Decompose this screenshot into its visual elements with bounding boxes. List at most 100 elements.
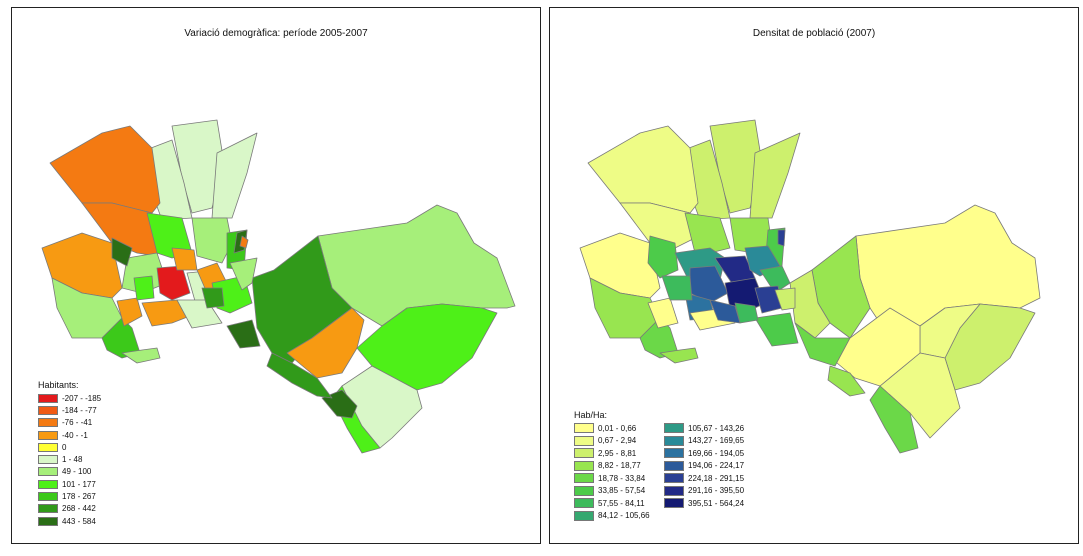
district-north-b xyxy=(211,132,258,219)
legend-swatch xyxy=(38,430,58,440)
legend-swatch xyxy=(574,423,594,434)
district-orange-ne xyxy=(239,235,249,249)
district-center-red xyxy=(156,265,191,301)
legend-item: 1 - 48 xyxy=(38,453,101,465)
legend-label: 169,66 - 194,05 xyxy=(688,448,745,458)
legend-swatch xyxy=(574,460,594,471)
legend-swatch xyxy=(38,516,58,526)
district-northwest-orange xyxy=(49,125,161,214)
legend-swatch xyxy=(574,448,594,459)
legend-swatch xyxy=(38,393,58,403)
district-orange-west-small xyxy=(116,297,143,327)
legend-swatch xyxy=(574,473,594,484)
legend-item: 0,01 - 0,66 xyxy=(574,422,664,435)
legend-item: -207 - -185 xyxy=(38,392,101,404)
district-center-greenish xyxy=(684,212,731,254)
legend-label: -184 - -77 xyxy=(62,405,97,415)
legend-label: 8,82 - 18,77 xyxy=(598,461,641,471)
map-panel-population-density: Densitat de població (2007) xyxy=(549,7,1079,544)
district-east-lower xyxy=(356,303,498,391)
legend-label: 143,27 - 169,65 xyxy=(688,436,745,446)
legend-swatch xyxy=(38,405,58,415)
legend-swatch xyxy=(574,485,594,496)
demographic-change-map xyxy=(41,119,516,454)
legend-item: 169,66 - 194,05 xyxy=(664,447,754,460)
legend-swatch xyxy=(664,485,684,496)
legend-item: 224,18 - 291,15 xyxy=(664,472,754,485)
district-center-east-yellow xyxy=(824,307,921,387)
legend-swatch xyxy=(664,460,684,471)
legend-swatch xyxy=(38,418,58,428)
legend-swatch xyxy=(664,448,684,459)
district-harbor-yellow xyxy=(647,297,679,329)
legend-label: 105,67 - 143,26 xyxy=(688,423,745,433)
map-title: Variació demogràfica: període 2005-2007 xyxy=(184,28,368,39)
district-center-green-b xyxy=(191,217,233,264)
legend-swatch xyxy=(574,510,594,521)
legend-item: 194,06 - 224,17 xyxy=(664,460,754,473)
legend-item: 33,85 - 57,54 xyxy=(574,485,664,498)
legend-label: 443 - 584 xyxy=(62,516,96,526)
legend-swatch xyxy=(38,504,58,514)
district-harbor-orange xyxy=(141,299,191,327)
legend-item: 268 - 442 xyxy=(38,503,101,515)
legend-label: -207 - -185 xyxy=(62,393,102,403)
district-coast-dark xyxy=(266,352,333,399)
legend-swatch xyxy=(664,498,684,509)
district-coast-small xyxy=(226,319,261,349)
legend-label: 49 - 100 xyxy=(62,467,92,477)
district-urban-blue-e xyxy=(709,299,741,324)
legend-label: 84,12 - 105,66 xyxy=(598,511,650,521)
legend-swatch xyxy=(574,498,594,509)
district-center-west xyxy=(647,235,679,279)
legend-label: -40 - -1 xyxy=(62,430,88,440)
district-northwest xyxy=(587,125,699,214)
district-east-large xyxy=(317,204,516,327)
legend-density: Hab/Ha: 0,01 - 0,66 0,67 - 2,94 2,95 - 8,8… xyxy=(574,410,754,522)
legend-demographic: Habitants: -207 - -185 -184 - -77 -76 - -4… xyxy=(38,380,101,527)
legend-label: 178 - 267 xyxy=(62,492,96,502)
legend-swatch xyxy=(38,442,58,452)
legend-label: 101 - 177 xyxy=(62,479,96,489)
legend-label: 0 xyxy=(62,442,67,452)
legend-label: 224,18 - 291,15 xyxy=(688,473,745,483)
legend-label: 268 - 442 xyxy=(62,504,96,514)
district-southeast-a xyxy=(879,352,961,439)
legend-label: 1 - 48 xyxy=(62,455,83,465)
legend-swatch xyxy=(38,492,58,502)
legend-item: 395,51 - 564,24 xyxy=(664,497,754,510)
district-urban-lightgreen xyxy=(774,287,796,311)
legend-item: 105,67 - 143,26 xyxy=(664,422,754,435)
district-darkgreen-center xyxy=(201,287,225,309)
population-density-map xyxy=(579,119,1041,454)
district-coast-strip xyxy=(827,365,866,397)
legend-item: 143,27 - 169,65 xyxy=(664,435,754,448)
legend-label: 395,51 - 564,24 xyxy=(688,498,745,508)
legend-item: 443 - 584 xyxy=(38,515,101,527)
district-center-dark xyxy=(111,237,133,267)
legend-item: 0,67 - 2,94 xyxy=(574,435,664,448)
legend-item: -184 - -77 xyxy=(38,404,101,416)
district-coast-small xyxy=(754,312,799,347)
legend-item: 57,55 - 84,11 xyxy=(574,497,664,510)
legend-swatch xyxy=(38,479,58,489)
legend-item: 101 - 177 xyxy=(38,478,101,490)
legend-label: 0,01 - 0,66 xyxy=(598,423,637,433)
legend-label: 18,78 - 33,84 xyxy=(598,473,646,483)
district-center-lightgreen xyxy=(121,252,168,294)
legend-label: 57,55 - 84,11 xyxy=(598,498,645,508)
legend-swatch xyxy=(38,455,58,465)
district-urban-green-b xyxy=(759,265,791,294)
district-coast-green xyxy=(794,322,851,367)
legend-title: Hab/Ha: xyxy=(574,410,608,420)
legend-label: 2,95 - 8,81 xyxy=(598,448,637,458)
map-title: Densitat de població (2007) xyxy=(752,28,876,39)
district-center-east-orange xyxy=(286,307,365,379)
legend-label: -76 - -41 xyxy=(62,418,93,428)
legend-swatch xyxy=(38,467,58,477)
legend-label: 0,67 - 2,94 xyxy=(598,436,637,446)
legend-label: 33,85 - 57,54 xyxy=(598,486,646,496)
legend-swatch xyxy=(574,435,594,446)
legend-swatch xyxy=(664,473,684,484)
legend-label: 291,16 - 395,50 xyxy=(688,486,745,496)
